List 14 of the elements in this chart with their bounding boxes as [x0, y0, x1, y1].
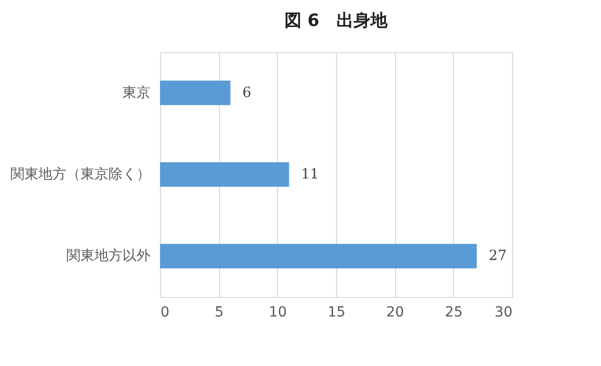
x-tick-label: 10: [268, 304, 287, 320]
data-label: 11: [301, 166, 319, 182]
data-label: 27: [488, 248, 507, 264]
data-label: 6: [242, 84, 252, 101]
chart-title: 図 6 出身地: [284, 11, 388, 31]
y-tick-label: 東京: [122, 84, 150, 101]
y-tick-label: 関東地方（東京除く）: [10, 166, 150, 182]
x-tick-label: 5: [214, 304, 224, 320]
x-tick-label: 20: [386, 304, 404, 320]
y-tick-label: 関東地方以外: [66, 248, 150, 264]
x-tick-label: 0: [160, 304, 170, 320]
x-tick-label: 30: [494, 304, 512, 320]
x-tick-label: 25: [444, 304, 463, 320]
x-tick-label: 15: [328, 304, 346, 320]
